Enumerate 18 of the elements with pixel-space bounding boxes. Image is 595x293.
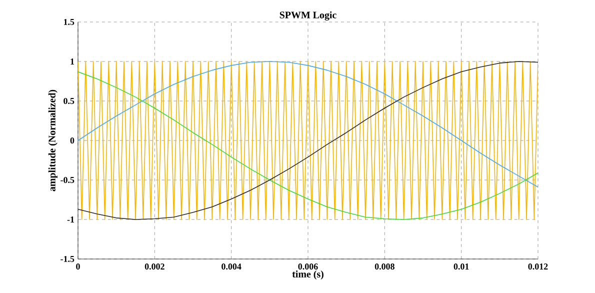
y-tick-label: 1 <box>70 58 74 64</box>
y-tick-label: 0 <box>70 137 74 144</box>
line-series <box>78 61 538 188</box>
x-tick-label: 0.002 <box>144 264 164 270</box>
x-tick-label: 0.01 <box>454 264 469 270</box>
x-tick-label: 0 <box>76 264 80 270</box>
y-tick-label: -1.5 <box>60 256 74 262</box>
x-tick-label: 0.012 <box>528 264 548 270</box>
y-tick-label: 1.5 <box>64 18 74 26</box>
y-axis-title: amplitude (Normalized) <box>48 90 58 192</box>
x-axis-title: time (s) <box>292 270 324 280</box>
y-tick-label: -1 <box>67 216 74 222</box>
y-tick-label: 0.5 <box>64 98 74 104</box>
x-tick-label: 0.004 <box>222 264 242 270</box>
x-tick-label: 0.008 <box>374 264 394 270</box>
y-tick-label: -0.5 <box>60 176 74 184</box>
x-tick-label: 0.006 <box>298 264 318 270</box>
chart-title: SPWM Logic <box>280 11 336 20</box>
